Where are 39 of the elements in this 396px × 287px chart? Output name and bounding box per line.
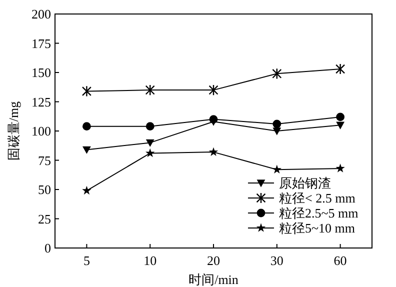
- y-tick-label: 25: [38, 211, 51, 226]
- legend-label: 粒径< 2.5 mm: [279, 190, 356, 206]
- x-tick-label: 20: [207, 253, 220, 268]
- point: [336, 122, 344, 130]
- y-tick-label: 75: [38, 152, 51, 168]
- point: [82, 86, 92, 97]
- y-tick-label: 125: [32, 94, 51, 110]
- point: [272, 128, 282, 136]
- x-tick-label: 30: [270, 253, 284, 268]
- y-tick-label: 150: [32, 65, 51, 80]
- point: [82, 146, 91, 154]
- point: [82, 186, 92, 195]
- legend-label: 粒径2.5~5 mm: [279, 206, 358, 220]
- y-tick-label: 50: [38, 182, 51, 197]
- point: [336, 112, 344, 122]
- point: [209, 115, 218, 124]
- x-tick-label: 60: [334, 253, 347, 268]
- point: [208, 147, 218, 156]
- point: [82, 122, 91, 131]
- point: [146, 139, 154, 147]
- point: [336, 164, 345, 172]
- y-axis-title: 固碳量/mg: [6, 100, 21, 161]
- point: [336, 63, 346, 75]
- x-tick-label: 10: [144, 253, 157, 268]
- point: [272, 68, 282, 80]
- y-tick-label: 100: [32, 124, 51, 138]
- x-tick-label: 5: [83, 253, 90, 268]
- legend-label: 原始钢渣: [279, 176, 331, 190]
- point: [145, 84, 155, 96]
- y-tick-label: 175: [32, 36, 51, 51]
- legend-label: 粒径5~10 mm: [279, 220, 356, 236]
- y-tick-label: 0: [44, 240, 51, 256]
- point: [272, 164, 282, 174]
- x-axis-title: 时间/min: [188, 272, 239, 287]
- point: [146, 148, 155, 158]
- point: [272, 120, 282, 128]
- y-tick-label: 200: [32, 6, 51, 22]
- point: [208, 84, 218, 96]
- point: [146, 122, 154, 131]
